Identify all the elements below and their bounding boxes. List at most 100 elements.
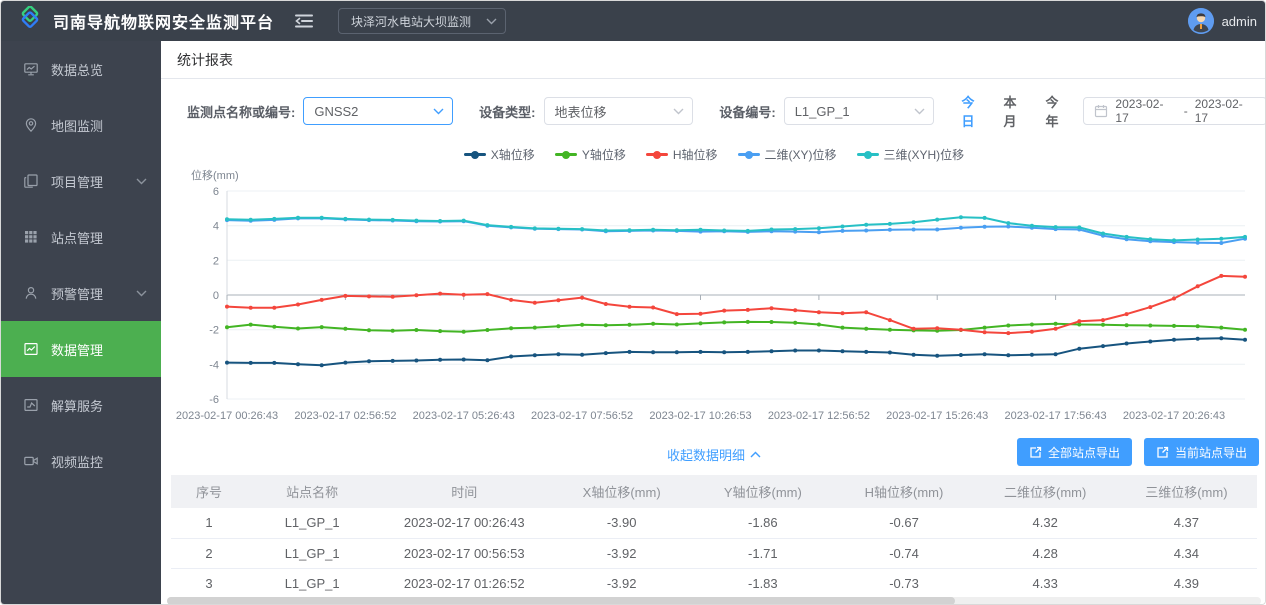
- sidebar-item-label: 地图监测: [51, 118, 104, 134]
- table-cell: -1.83: [692, 568, 834, 599]
- sidebar-item-label: 站点管理: [51, 230, 104, 246]
- point-select-label: 监测点名称或编号:: [187, 104, 296, 120]
- app-title: 司南导航物联网安全监测平台: [53, 15, 275, 32]
- sidebar-item-4[interactable]: 站点管理: [1, 209, 161, 265]
- username-label: admin: [1221, 13, 1257, 29]
- sidebar: 数据总览地图监测项目管理站点管理预警管理 数据管理 解算服务视频监控: [1, 41, 161, 604]
- legend-item[interactable]: Y轴位移: [554, 146, 626, 163]
- table-header-cell: 站点名称: [247, 475, 378, 508]
- calendar-icon: [1094, 104, 1108, 118]
- sidebar-item-label: 数据总览: [51, 62, 104, 78]
- chevron-down-icon: [136, 290, 147, 297]
- sidebar-item-6[interactable]: 数据管理: [1, 321, 161, 377]
- tab-statistics-report[interactable]: 统计报表: [177, 51, 233, 68]
- chevron-down-icon: [673, 108, 684, 115]
- sidebar-item-8[interactable]: 视频监控: [1, 433, 161, 489]
- sidebar-item-3[interactable]: 项目管理: [1, 153, 161, 209]
- table-cell: 4.32: [974, 508, 1116, 539]
- svg-text:2023-02-17 12:56:52: 2023-02-17 12:56:52: [768, 410, 870, 422]
- table-cell: 3: [171, 568, 248, 599]
- svg-text:2023-02-17 02:56:52: 2023-02-17 02:56:52: [294, 410, 396, 422]
- range-year-link[interactable]: 今年: [1045, 95, 1059, 129]
- table-cell: -3.92: [551, 568, 693, 599]
- table-cell: L1_GP_1: [247, 568, 378, 599]
- device-id-label: 设备编号:: [719, 104, 776, 120]
- svg-text:位移(mm): 位移(mm): [191, 168, 239, 182]
- table-cell: -1.86: [692, 508, 834, 539]
- scrollbar-thumb[interactable]: [167, 597, 955, 604]
- brand: 司南导航物联网安全监测平台: [1, 4, 275, 37]
- date-start-value: 2023-02-17: [1115, 97, 1164, 125]
- station-select[interactable]: 块泽河水电站大坝监测: [338, 8, 507, 34]
- sidebar-item-7[interactable]: 解算服务: [1, 377, 161, 433]
- svg-text:2023-02-17 20:26:43: 2023-02-17 20:26:43: [1123, 410, 1225, 422]
- table-cell: -0.73: [833, 568, 975, 599]
- svg-text:4: 4: [213, 221, 219, 233]
- svg-text:6: 6: [213, 186, 219, 198]
- collapse-detail-label: 收起数据明细: [666, 448, 746, 463]
- device-id-select[interactable]: L1_GP_1: [783, 97, 934, 125]
- export-all-stations-button[interactable]: 全部站点导出: [1016, 438, 1132, 466]
- svg-text:2023-02-17 00:26:43: 2023-02-17 00:26:43: [176, 410, 278, 422]
- sidebar-item-1[interactable]: 数据总览: [1, 41, 161, 97]
- legend-marker-icon: [645, 150, 668, 159]
- quick-range-group: 今日 本月 今年: [962, 92, 1072, 130]
- tab-bar: 统计报表: [161, 41, 1265, 79]
- menu-fold-icon[interactable]: [294, 13, 314, 29]
- horizontal-scrollbar[interactable]: [167, 597, 1261, 604]
- range-today-link[interactable]: 今日: [961, 95, 975, 129]
- chevron-down-icon: [433, 108, 444, 115]
- user-avatar[interactable]: [1187, 8, 1214, 34]
- compute-chart-icon: [23, 397, 39, 413]
- data-chart-icon: [23, 341, 39, 357]
- date-separator: -: [1183, 104, 1188, 118]
- legend-item[interactable]: H轴位移: [645, 146, 718, 163]
- table-cell: 2: [171, 538, 248, 569]
- export-current-station-button[interactable]: 当前站点导出: [1143, 438, 1259, 466]
- table-cell: -1.71: [692, 538, 834, 569]
- sidebar-item-5[interactable]: 预警管理: [1, 265, 161, 321]
- device-type-select[interactable]: 地表位移: [543, 97, 694, 125]
- export-icon: [1156, 446, 1169, 459]
- legend-label: 二维(XY)位移: [764, 148, 837, 162]
- collapse-detail-link[interactable]: 收起数据明细: [667, 445, 761, 464]
- legend-item[interactable]: 二维(XY)位移: [737, 146, 837, 163]
- user-area[interactable]: admin: [1187, 8, 1265, 34]
- sidebar-item-2[interactable]: 地图监测: [1, 97, 161, 153]
- range-month-link[interactable]: 本月: [1003, 95, 1017, 129]
- table-header-cell: 时间: [377, 475, 552, 508]
- date-range-picker[interactable]: 2023-02-17 - 2023-02-17: [1083, 97, 1265, 125]
- chevron-up-icon: [750, 451, 761, 458]
- table-cell: 4.28: [974, 538, 1116, 569]
- svg-text:2023-02-17 17:56:43: 2023-02-17 17:56:43: [1005, 410, 1107, 422]
- table-header-cell: X轴位移(mm): [551, 475, 693, 508]
- device-type-value: 地表位移: [554, 104, 607, 120]
- legend-marker-icon: [463, 150, 486, 159]
- legend-item[interactable]: 三维(XYH)位移: [856, 146, 964, 163]
- legend-label: H轴位移: [672, 148, 718, 162]
- legend-marker-icon: [737, 150, 760, 159]
- table-cell: 4.33: [974, 568, 1116, 599]
- overview-board-icon: [23, 61, 39, 77]
- grid-icon: [23, 229, 39, 245]
- sidebar-item-label: 视频监控: [51, 454, 104, 470]
- table-row: 2 L1_GP_1 2023-02-17 00:56:53 -3.92 -1.71 -0.…: [171, 538, 1257, 569]
- svg-text:2023-02-17 05:26:43: 2023-02-17 05:26:43: [413, 410, 515, 422]
- svg-text:-4: -4: [209, 359, 219, 371]
- svg-text:-2: -2: [209, 325, 219, 337]
- actions-row: 收起数据明细 全部站点导出: [161, 437, 1265, 469]
- map-pin-icon: [23, 117, 39, 133]
- sidebar-item-label: 项目管理: [51, 174, 104, 190]
- svg-text:-6: -6: [209, 394, 219, 406]
- video-camera-icon: [23, 453, 39, 469]
- monitor-point-select[interactable]: GNSS2: [303, 97, 454, 125]
- legend-item[interactable]: X轴位移: [463, 146, 535, 163]
- table-cell: 2023-02-17 00:26:43: [377, 508, 552, 539]
- filter-bar: 监测点名称或编号: GNSS2 设备类型: 地表位移 设备编号: L1_GP_1…: [161, 79, 1265, 134]
- table-cell: 4.37: [1115, 508, 1257, 539]
- table-cell: 4.34: [1115, 538, 1257, 569]
- legend-label: Y轴位移: [581, 148, 626, 162]
- data-detail-table: 序号 站点名称 时间 X轴位移(mm) Y轴位移(mm) H轴位移(mm) 二维位移(mm)…: [171, 475, 1257, 599]
- monitor-point-value: GNSS2: [314, 103, 359, 119]
- table-header-cell: H轴位移(mm): [833, 475, 975, 508]
